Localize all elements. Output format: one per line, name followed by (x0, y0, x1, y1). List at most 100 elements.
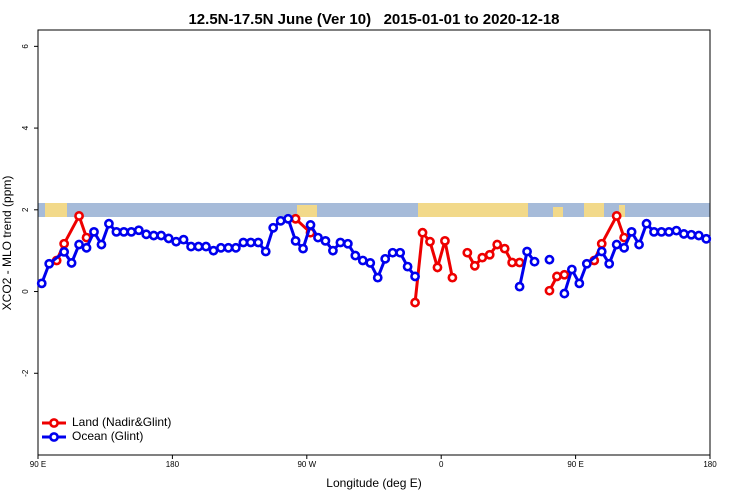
data-point (581, 258, 592, 269)
y-tick-label: 0 (21, 289, 30, 294)
legend-item: Ocean (Glint) (42, 429, 143, 443)
data-point (529, 256, 540, 267)
y-tick-label: -2 (21, 369, 30, 377)
x-tick-label: 90 E (30, 460, 46, 469)
data-point (186, 241, 196, 252)
data-point (365, 258, 376, 268)
data-point (283, 213, 294, 224)
data-point (514, 257, 525, 268)
data-point (66, 258, 77, 268)
data-point (649, 226, 659, 237)
data-point (357, 255, 368, 266)
data-point (611, 211, 622, 221)
data-point (678, 229, 689, 239)
data-point (36, 278, 47, 289)
data-point (566, 264, 577, 275)
data-point (425, 236, 435, 247)
data-point (686, 229, 697, 240)
data-point (462, 247, 473, 258)
data-point (245, 237, 256, 248)
data-point (664, 226, 674, 237)
data-point (634, 239, 644, 250)
x-tick-label: 180 (166, 460, 180, 469)
data-point (81, 242, 92, 253)
data-point (163, 233, 174, 244)
data-point (104, 218, 114, 229)
data-point (656, 226, 667, 237)
x-tick-label: 90 W (297, 460, 316, 469)
data-point (298, 243, 308, 254)
data-point (350, 250, 361, 261)
x-tick-label: 180 (703, 460, 717, 469)
data-point (156, 230, 167, 241)
data-point (559, 288, 570, 299)
data-point (492, 239, 503, 250)
data-point (89, 226, 99, 237)
land-patch (619, 205, 625, 217)
data-point (417, 227, 428, 238)
data-point (253, 237, 264, 248)
data-point (335, 237, 346, 248)
data-point (432, 262, 443, 273)
data-point (275, 215, 286, 226)
data-point (514, 281, 525, 292)
data-point (380, 253, 391, 264)
data-point (133, 225, 144, 236)
series-line (55, 212, 626, 303)
data-point (328, 245, 338, 256)
data-point (484, 249, 495, 260)
data-point (611, 239, 622, 250)
data-point (268, 222, 279, 233)
y-tick-label: 4 (21, 125, 30, 130)
data-point (395, 247, 406, 258)
data-point (619, 242, 630, 253)
legend-label: Ocean (Glint) (72, 429, 143, 443)
land-patch (297, 205, 317, 217)
data-point (641, 218, 652, 229)
y-tick-label: 2 (21, 207, 30, 212)
data-point (59, 238, 70, 249)
data-point (216, 242, 226, 253)
data-point (74, 239, 84, 250)
data-point (507, 257, 518, 268)
legend-marker (49, 418, 59, 428)
data-point (238, 237, 249, 248)
x-tick-label: 90 E (567, 460, 583, 469)
ocean-strip (38, 203, 710, 217)
data-point (693, 230, 704, 241)
legend-item: Land (Nadir&Glint) (42, 415, 171, 429)
data-point (372, 272, 383, 283)
data-point (111, 226, 122, 237)
data-point (544, 254, 555, 265)
data-point (59, 246, 70, 257)
data-point (469, 260, 480, 271)
data-point (544, 285, 555, 296)
x-tick-label: 0 (439, 460, 444, 469)
x-axis-label: Longitude (deg E) (326, 476, 421, 490)
data-point (552, 271, 562, 282)
data-point (320, 235, 331, 246)
data-point (74, 211, 84, 221)
data-point (223, 242, 234, 253)
data-point (171, 236, 182, 247)
data-point (671, 225, 682, 236)
plot-frame (37, 29, 711, 456)
data-point (522, 246, 532, 257)
data-point (402, 261, 413, 272)
land-patch (584, 203, 604, 217)
data-point (313, 232, 323, 243)
data-point (596, 238, 607, 249)
data-point (126, 226, 137, 237)
data-point (290, 235, 301, 246)
data-point (410, 297, 420, 308)
data-point (118, 226, 129, 237)
legend-marker (49, 432, 59, 442)
data-point (410, 271, 420, 282)
data-point (574, 278, 585, 289)
map-strip (38, 203, 710, 217)
data-point (230, 242, 241, 253)
data-point (342, 238, 353, 249)
y-axis-label: XCO2 - MLO trend (ppm) (0, 176, 14, 311)
data-point (387, 247, 398, 258)
